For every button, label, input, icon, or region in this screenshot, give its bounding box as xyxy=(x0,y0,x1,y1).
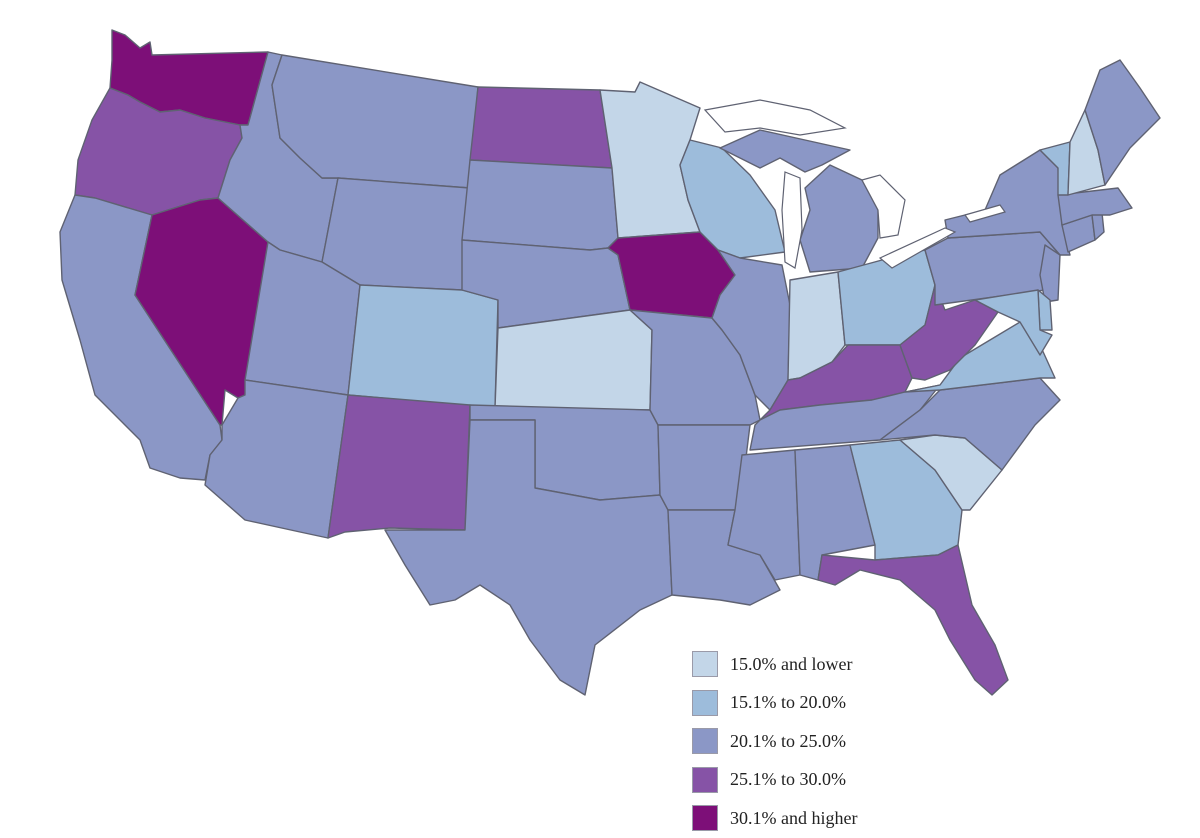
legend-label-3: 20.1% to 25.0% xyxy=(730,730,846,751)
lake-superior xyxy=(703,99,847,136)
lake-huron xyxy=(861,174,906,239)
state-ks xyxy=(494,309,653,411)
state-nc xyxy=(879,377,1061,471)
state-nm xyxy=(327,394,471,539)
legend: 15.0% and lower 15.1% to 20.0% 20.1% to … xyxy=(692,645,952,838)
lakes-layer xyxy=(703,99,1006,269)
legend-label-4: 25.1% to 30.0% xyxy=(730,769,846,790)
state-il xyxy=(711,249,791,411)
state-mi xyxy=(719,129,879,273)
lake-erie xyxy=(878,227,957,269)
legend-swatch-5 xyxy=(692,805,718,832)
legend-item-4: 25.1% to 30.0% xyxy=(692,761,952,800)
state-sd xyxy=(461,159,619,251)
lake-michigan xyxy=(781,171,803,269)
state-nd xyxy=(469,86,613,169)
state-nj xyxy=(1039,244,1061,303)
legend-item-5: 30.1% and higher xyxy=(692,799,952,838)
legend-label-1: 15.0% and lower xyxy=(730,653,853,674)
states-layer xyxy=(59,29,1161,696)
state-tx xyxy=(384,419,673,696)
state-co xyxy=(347,284,499,409)
state-az xyxy=(204,379,349,539)
state-wy xyxy=(321,177,471,291)
state-vt xyxy=(1039,141,1071,196)
legend-label-5: 30.1% and higher xyxy=(730,807,858,828)
legend-item-3: 20.1% to 25.0% xyxy=(692,722,952,761)
legend-item-2: 15.1% to 20.0% xyxy=(692,684,952,723)
state-fl xyxy=(817,544,1009,696)
legend-swatch-2 xyxy=(692,689,718,716)
state-ma xyxy=(1057,187,1133,226)
legend-swatch-1 xyxy=(692,651,718,678)
legend-item-1: 15.0% and lower xyxy=(692,645,952,684)
state-md xyxy=(974,289,1053,356)
state-me xyxy=(1084,59,1161,186)
legend-swatch-4 xyxy=(692,766,718,793)
lake-ontario xyxy=(964,204,1006,223)
legend-swatch-3 xyxy=(692,728,718,755)
legend-label-2: 15.1% to 20.0% xyxy=(730,692,846,713)
